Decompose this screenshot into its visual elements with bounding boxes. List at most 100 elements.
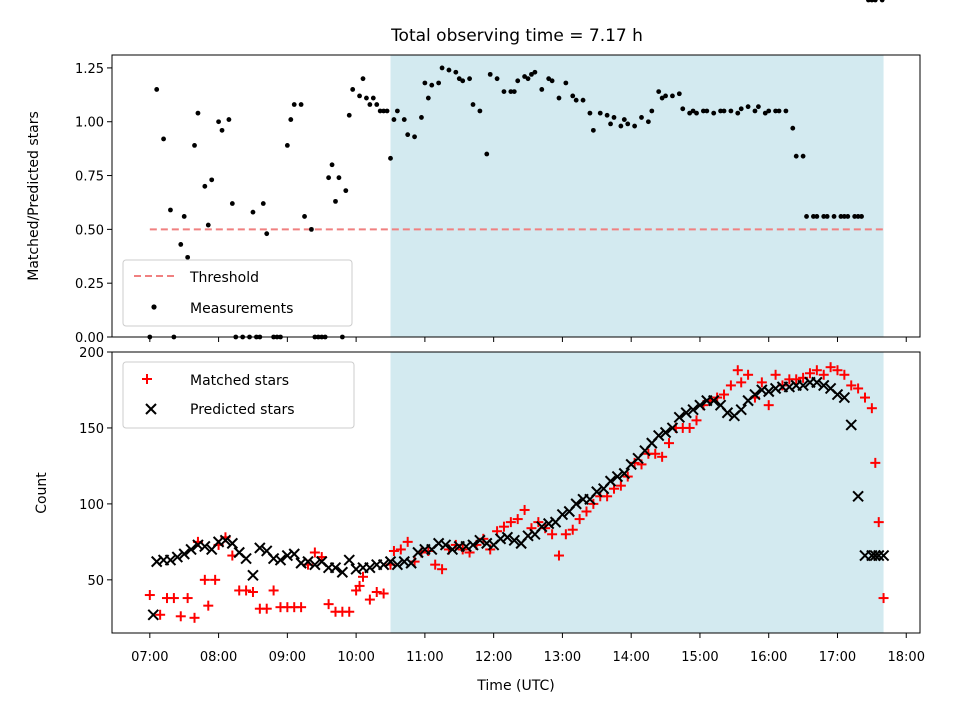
bottom-panel: 50 100 150 200 07:00 08:00 09:00 10:00 11:00 12:… (34, 346, 925, 694)
predicted-star-marker (274, 554, 287, 566)
predicted-star-marker (412, 546, 424, 559)
measurement-point (391, 117, 397, 122)
measurement-point (570, 93, 576, 99)
predicted-star-marker (604, 475, 617, 487)
predicted-star-marker (467, 539, 479, 551)
measurement-point (590, 127, 596, 133)
measurement-point (690, 108, 696, 114)
measurement-point (659, 95, 665, 101)
measurement-point (384, 108, 390, 114)
measurement-point (401, 117, 407, 122)
top-y-ticks: 0.00 0.25 0.50 0.75 1.00 1.25 (75, 62, 112, 346)
predicted-star-marker (818, 379, 830, 392)
measurement-point (181, 214, 187, 219)
measurement-point (762, 110, 768, 116)
measurement-point (260, 201, 266, 206)
measurement-point (790, 125, 796, 131)
measurement-point (291, 102, 297, 107)
matched-star-marker (354, 580, 365, 591)
x-tick-label: 15:00 (681, 650, 718, 665)
measurement-point (563, 80, 569, 86)
matched-star-marker (199, 574, 210, 585)
measurement-point (525, 76, 531, 82)
measurement-point (202, 183, 208, 189)
top-y-tick-label: 0.25 (75, 277, 104, 292)
predicted-star-marker (797, 379, 809, 392)
legend-predicted-label: Predicted stars (190, 402, 295, 418)
measurement-point (611, 115, 617, 120)
measurement-point (841, 214, 847, 219)
matched-star-marker (832, 365, 843, 376)
measurement-point (508, 89, 514, 94)
measurement-point (288, 117, 294, 122)
measurement-point (350, 87, 356, 92)
predicted-star-marker (384, 555, 397, 568)
predicted-star-marker (749, 388, 761, 401)
measurement-point (728, 108, 734, 114)
measurement-point (453, 69, 459, 75)
measurement-point (484, 151, 490, 157)
measurement-point (195, 110, 201, 116)
measurement-point (738, 106, 744, 112)
measurement-point (154, 87, 160, 92)
matched-star-marker (615, 480, 626, 491)
measurement-point (360, 76, 366, 82)
matched-star-marker (763, 400, 774, 411)
measurement-point (470, 102, 476, 107)
measurement-point (460, 78, 466, 84)
top-y-tick-label: 1.00 (75, 116, 104, 131)
predicted-star-marker (673, 411, 686, 424)
measurement-point (656, 89, 662, 94)
predicted-star-marker (171, 551, 184, 563)
measurement-point (439, 65, 445, 71)
matched-star-marker (323, 599, 334, 610)
x-tick-label: 09:00 (269, 650, 306, 665)
measurement-point (859, 214, 864, 219)
measurement-point (487, 71, 493, 77)
measurement-point (546, 76, 552, 82)
matched-star-marker (189, 612, 200, 623)
predicted-star-marker (831, 388, 844, 401)
legend-matched-swatch (142, 374, 152, 384)
predicted-star-marker (763, 385, 775, 398)
matched-star-marker (241, 585, 252, 596)
matched-star-marker (691, 415, 702, 426)
matched-star-marker (344, 606, 355, 617)
measurement-point (343, 188, 349, 194)
predicted-star-marker (659, 426, 672, 439)
legend-predicted-marker (145, 403, 157, 415)
measurement-point (326, 175, 332, 181)
measurement-point (226, 117, 232, 122)
matched-star-marker (878, 593, 889, 604)
x-tick-label: 17:00 (819, 650, 856, 665)
predicted-star-marker (288, 548, 300, 560)
bottom-y-tick-label: 50 (87, 574, 104, 589)
top-legend-box (122, 259, 353, 327)
predicted-star-marker (811, 376, 823, 389)
matched-star-marker (437, 564, 448, 575)
bottom-y-tick-label: 100 (79, 498, 104, 513)
measurement-point (446, 67, 452, 73)
predicted-star-marker (694, 399, 706, 411)
predicted-star-marker (240, 552, 252, 565)
measurement-point (178, 242, 184, 247)
matched-star-marker (371, 586, 382, 597)
predicted-star-marker (254, 542, 266, 554)
matched-star-marker (825, 362, 836, 373)
matched-star-marker (859, 392, 870, 403)
predicted-star-marker (336, 566, 349, 578)
matched-star-marker (853, 383, 864, 394)
predicted-star-marker (185, 543, 197, 556)
predicted-star-marker (391, 558, 404, 571)
predicted-star-marker (845, 419, 857, 431)
legend-threshold-label: Threshold (189, 270, 259, 286)
matched-star-marker (560, 529, 571, 540)
top-y-axis-label: Matched/Predicted stars (26, 111, 42, 281)
matched-star-marker (846, 380, 857, 391)
measurement-point (370, 95, 376, 101)
bottom-y-ticks: 50 100 150 200 (79, 346, 112, 589)
measurement-point (250, 209, 256, 215)
measurement-point (580, 97, 586, 103)
measurement-point (773, 108, 778, 114)
matched-star-marker (498, 521, 509, 532)
